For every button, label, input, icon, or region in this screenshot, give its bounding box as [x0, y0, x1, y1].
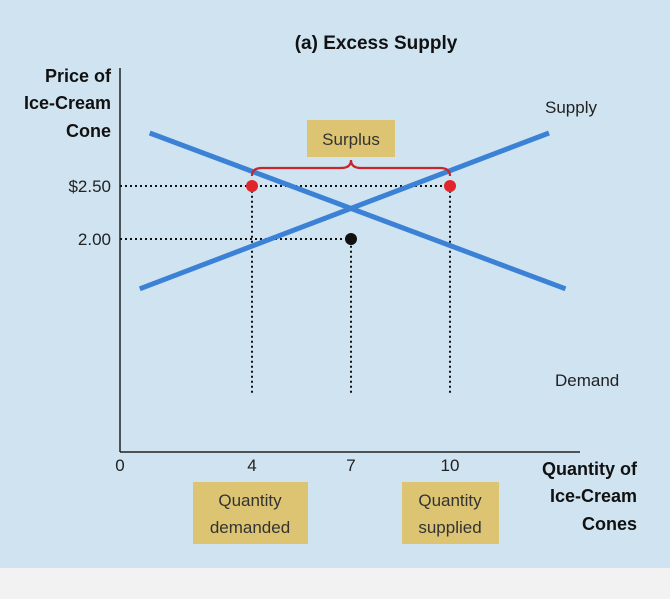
y-axis-label-line-2: Ice-Cream — [24, 93, 111, 113]
bottom-strip — [0, 568, 670, 599]
x-axis-label-line-3: Cones — [582, 514, 637, 534]
x-tick-label-4: 4 — [247, 456, 256, 475]
quantity-supplied-label-line-1: Quantity — [418, 491, 482, 510]
surplus-box — [307, 120, 395, 157]
x-axis-label-line-2: Ice-Cream — [550, 486, 637, 506]
y-axis-label-line-1: Price of — [45, 66, 112, 86]
x-tick-label-7: 7 — [346, 456, 355, 475]
x-axis-label-line-1: Quantity of — [542, 459, 638, 479]
quantity-demanded-label-line-1: Quantity — [218, 491, 282, 510]
quantity-demanded-box — [193, 482, 308, 544]
quantity-supplied-box — [402, 482, 499, 544]
supply-label: Supply — [545, 98, 597, 117]
y-axis-label-line-3: Cone — [66, 121, 111, 141]
x-tick-label-10: 10 — [441, 456, 460, 475]
demand-curve — [148, 130, 567, 292]
y-tick-label-2-50: $2.50 — [68, 177, 111, 196]
point-quantity-supplied-at-2-50 — [444, 180, 456, 192]
equilibrium-point — [345, 233, 357, 245]
quantity-demanded-label-line-2: demanded — [210, 518, 290, 537]
demand-label: Demand — [555, 371, 619, 390]
chart-title: (a) Excess Supply — [295, 33, 458, 54]
point-quantity-demanded-at-2-50 — [246, 180, 258, 192]
y-tick-label-2-00: 2.00 — [78, 230, 111, 249]
supply-curve — [138, 130, 550, 292]
excess-supply-chart: (a) Excess Supply Price of Ice-Cream Con… — [24, 33, 638, 544]
quantity-supplied-label-line-2: supplied — [418, 518, 481, 537]
surplus-brace — [250, 159, 452, 177]
x-tick-label-0: 0 — [115, 456, 124, 475]
surplus-label: Surplus — [322, 130, 380, 149]
